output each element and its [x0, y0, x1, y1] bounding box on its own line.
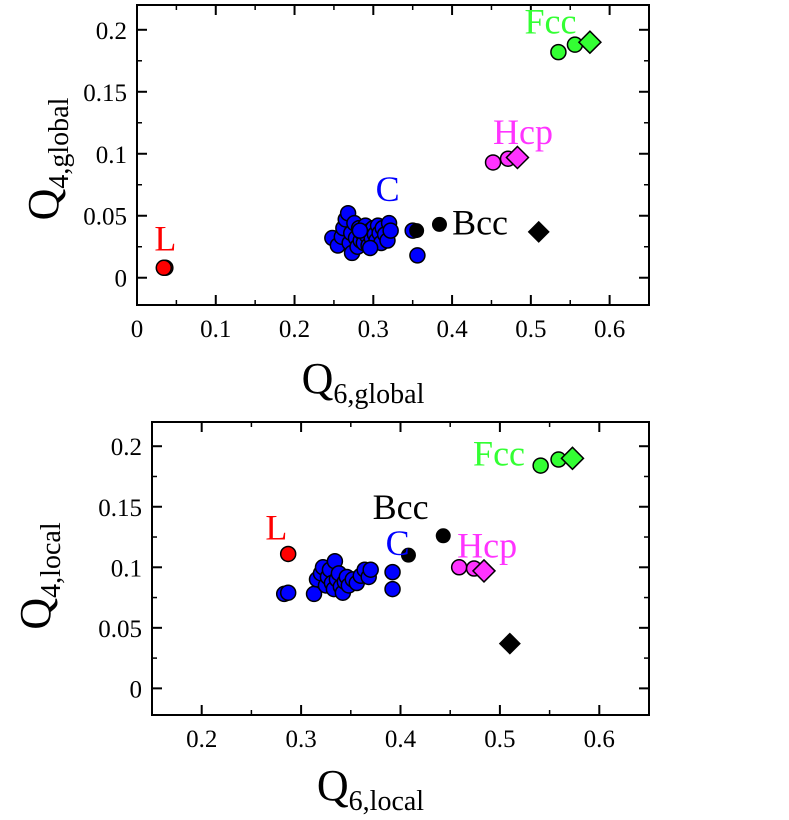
- data-point-diamond: [505, 145, 530, 170]
- data-point: [382, 222, 399, 239]
- y-tick-label: 0.2: [96, 18, 127, 45]
- phase-label: Bcc: [373, 487, 429, 527]
- data-point-diamond: [527, 220, 550, 243]
- x-tick-label: 0.3: [285, 726, 316, 753]
- data-point: [484, 154, 502, 171]
- plot-frame: [136, 4, 650, 306]
- data-point: [155, 259, 173, 277]
- x-axis-label: Q6,local: [317, 761, 424, 817]
- panel-local: 0.2 0.3 0.4 0.5 0.6 0 0.05 0.1 0.15 0.2 Q6,local Q4…: [11, 421, 650, 817]
- data-point-diamond: [471, 558, 497, 583]
- data-series: [505, 145, 530, 170]
- phase-label: L: [154, 218, 176, 258]
- x-tick-label: 0.6: [584, 726, 615, 753]
- data-point-diamond: [498, 632, 521, 655]
- phase-label: C: [386, 523, 410, 563]
- phase-label: Fcc: [473, 434, 525, 474]
- x-tick-label: 0.1: [200, 316, 231, 343]
- data-series: [471, 558, 497, 583]
- data-point: [431, 216, 447, 232]
- data-series: [550, 36, 584, 61]
- phase-label: C: [376, 169, 400, 209]
- data-series: [279, 545, 297, 563]
- phase-label: Hcp: [493, 112, 553, 152]
- data-point: [361, 239, 379, 257]
- phase-label: Bcc: [452, 202, 508, 242]
- data-point: [362, 561, 379, 578]
- y-tick-label: 0.15: [83, 80, 127, 107]
- y-tick-label: 0: [115, 266, 128, 293]
- data-point: [435, 528, 451, 544]
- x-tick-label: 0.5: [484, 726, 515, 753]
- x-tick-label: 0.2: [186, 726, 217, 753]
- data-point-diamond: [560, 446, 585, 471]
- data-point: [384, 580, 401, 598]
- x-tick-label: 0.3: [358, 316, 389, 343]
- data-point: [384, 563, 401, 581]
- phase-label: L: [265, 507, 287, 547]
- x-tick-label: 0.6: [594, 316, 625, 343]
- data-series: [400, 528, 451, 563]
- data-series: [324, 205, 426, 264]
- data-point: [409, 247, 426, 264]
- y-axis-label: Q4,local: [11, 522, 67, 629]
- phase-label: Fcc: [525, 2, 577, 42]
- data-point: [351, 222, 369, 239]
- y-tick-label: 0.15: [98, 495, 142, 522]
- panel-global: 0 0.1 0.2 0.3 0.4 0.5 0.6 0 0.05 0.1 0.15 0.2 Q6,glo…: [19, 2, 650, 410]
- x-tick-label: 0.5: [515, 316, 546, 343]
- data-series: [532, 451, 567, 474]
- y-tick-label: 0.1: [111, 555, 142, 582]
- data-point-diamond: [577, 30, 602, 55]
- data-series: [409, 216, 447, 239]
- y-axis-label: Q4,global: [19, 97, 75, 220]
- data-point: [400, 547, 416, 563]
- y-tick-label: 0.2: [111, 434, 142, 461]
- data-series: [527, 220, 550, 243]
- y-tick-label: 0.05: [98, 616, 142, 643]
- x-tick-label: 0.4: [385, 726, 417, 753]
- x-tick-label: 0: [131, 316, 144, 343]
- data-point: [279, 545, 297, 563]
- data-point: [409, 223, 425, 239]
- x-axis-label: Q6,global: [302, 354, 425, 410]
- data-point: [550, 43, 567, 61]
- data-point: [279, 584, 297, 601]
- x-tick-label: 0.4: [436, 316, 468, 343]
- y-tick-label: 0.1: [96, 142, 127, 169]
- data-series: [560, 446, 585, 471]
- data-series: [498, 632, 521, 655]
- y-tick-label: 0.05: [83, 204, 127, 231]
- data-series: [577, 30, 602, 55]
- data-series: [275, 552, 401, 603]
- data-point: [532, 457, 549, 474]
- x-tick-label: 0.2: [279, 316, 310, 343]
- phase-label: Hcp: [457, 526, 517, 566]
- data-series: [155, 259, 174, 277]
- y-tick-label: 0: [130, 676, 143, 703]
